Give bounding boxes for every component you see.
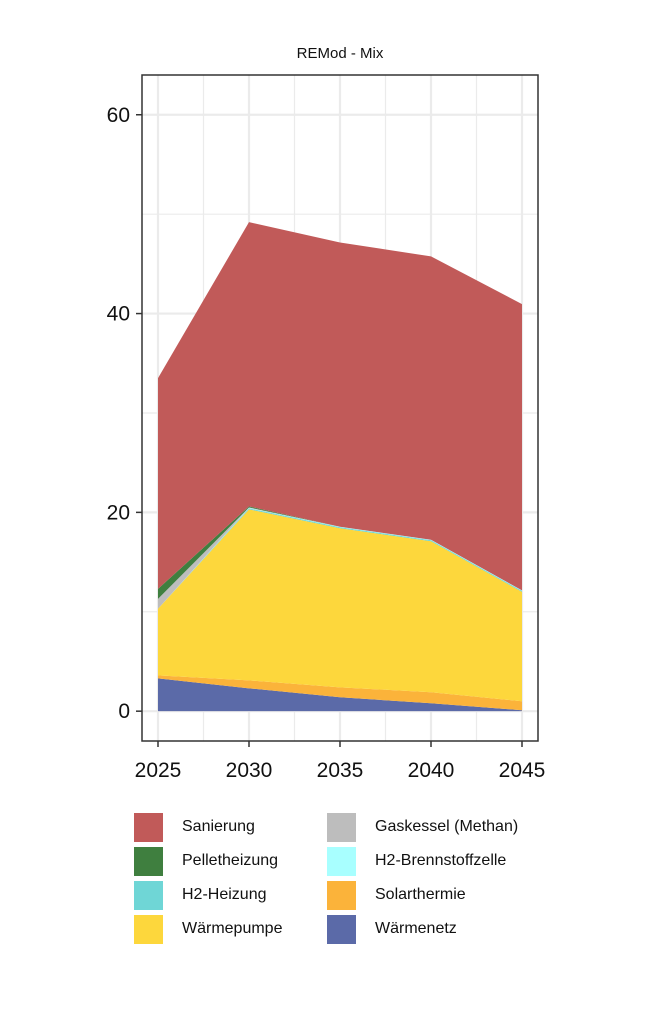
legend-swatch xyxy=(134,880,163,910)
y-tick-label: 60 xyxy=(107,104,130,127)
legend-item: Wärmepumpe xyxy=(134,914,282,944)
legend-label: Pelletheizung xyxy=(182,852,279,869)
legend-swatch xyxy=(327,812,356,842)
legend-item: Pelletheizung xyxy=(134,846,278,876)
x-tick-label: 2030 xyxy=(226,759,273,782)
legend-item: Gaskessel (Methan) xyxy=(327,812,518,842)
x-tick-label: 2040 xyxy=(408,759,455,782)
legend-item: H2-Brennstoffzelle xyxy=(327,846,506,876)
y-tick-label: 20 xyxy=(107,501,130,524)
legend-swatch xyxy=(134,846,163,876)
y-tick-label: 40 xyxy=(107,303,130,326)
legend-swatch xyxy=(327,914,356,944)
legend-label: Sanierung xyxy=(182,818,255,835)
area-sanierung xyxy=(158,222,522,591)
area-wärmenetz xyxy=(158,678,522,712)
legend-label: Wärmenetz xyxy=(375,920,457,937)
area-solarthermie xyxy=(158,675,522,711)
legend-item: Sanierung xyxy=(134,812,255,842)
chart-title: REMod - Mix xyxy=(297,45,384,62)
area-wärmepumpe xyxy=(158,509,522,702)
legend-swatch xyxy=(134,914,163,944)
legend-label: H2-Heizung xyxy=(182,886,267,903)
legend-swatch xyxy=(134,812,163,842)
y-tick-label: 0 xyxy=(118,700,130,723)
legend-item: Solarthermie xyxy=(327,880,466,910)
legend-label: Gaskessel (Methan) xyxy=(375,818,519,835)
x-tick-label: 2025 xyxy=(135,759,182,782)
area-series-group xyxy=(158,222,522,712)
x-tick-label: 2045 xyxy=(499,759,546,782)
legend-label: H2-Brennstoffzelle xyxy=(375,852,507,869)
legend-label: Wärmepumpe xyxy=(182,920,283,937)
x-tick-label: 2035 xyxy=(317,759,364,782)
legend-swatch xyxy=(327,880,356,910)
legend-item: H2-Heizung xyxy=(134,880,266,910)
legend-label: Solarthermie xyxy=(375,886,466,903)
legend-swatch xyxy=(327,846,356,876)
legend-item: Wärmenetz xyxy=(327,914,457,944)
